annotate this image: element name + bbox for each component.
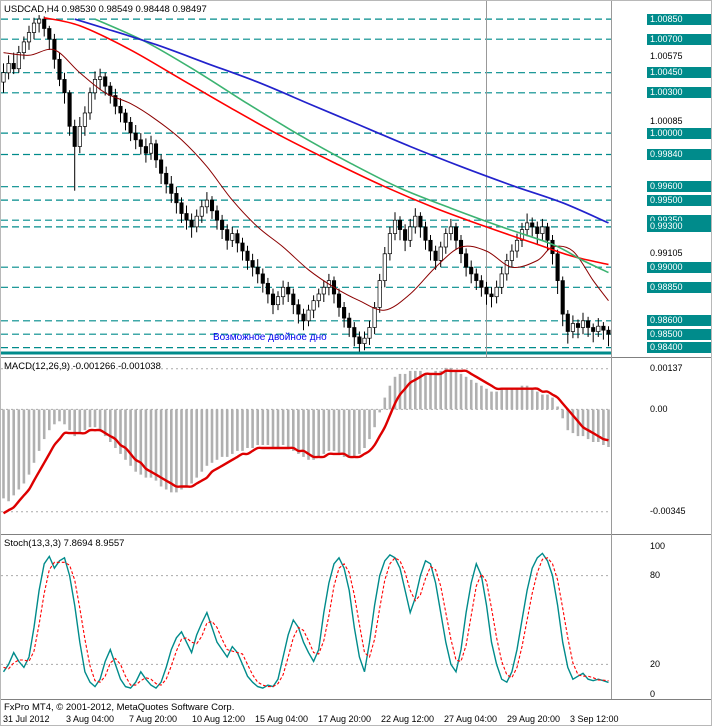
axis-tick-label: 80 [650,570,661,581]
price-level-label: 0.99500 [647,194,711,206]
time-label: 22 Aug 12:00 [381,714,435,724]
time-label: 3 Aug 04:00 [66,714,115,724]
price-level-label: 0.99000 [647,261,711,273]
time-label: 10 Aug 12:00 [192,714,246,724]
price-level-label: 0.98600 [647,315,711,327]
axis-tick-label: 0.00137 [650,363,683,374]
price-level-label: 0.99840 [647,149,711,160]
ma-mid-red [44,17,609,266]
copyright-text: FxPro MT4, © 2001-2012, MetaQuotes Softw… [4,702,235,713]
price-level-label: 0.98850 [647,281,711,293]
macd-axis[interactable]: 0.00137 0.00 -0.00345 [613,358,711,534]
price-level-label: 0.98500 [647,328,711,340]
level-lines [1,18,611,349]
axis-tick-label: 0 [650,688,656,699]
price-level-label: 1.00850 [647,13,711,25]
time-label: 31 Jul 2012 [3,714,50,724]
ma-fast-darkred [3,48,609,311]
stochastic-panel[interactable]: Stoch(13,3,3) 7.8694 8.9557 100 80 20 0 [1,535,711,699]
price-level-label: 0.99600 [647,181,711,193]
time-axis[interactable]: 31 Jul 2012 3 Aug 04:00 7 Aug 20:00 10 Aug … [1,714,711,725]
time-label: 7 Aug 20:00 [129,714,178,724]
axis-tick-label: 0.99105 [650,247,683,258]
macd-signal-line [2,369,609,515]
price-level-label: 1.00450 [647,67,711,79]
time-label: 17 Aug 20:00 [318,714,372,724]
price-axis[interactable]: 1.005751.000850.995950.991051.008501.007… [613,1,711,357]
stochastic-axis[interactable]: 100 80 20 0 [613,535,711,699]
macd-panel[interactable]: MACD(12,26,9) -0.001266 -0.001038 0.0013… [1,358,711,534]
chart-footer: FxPro MT4, © 2001-2012, MetaQuotes Softw… [1,699,711,725]
price-level-label: 1.00700 [647,33,711,45]
stoch-k-line [2,552,609,690]
axis-tick-label: 100 [650,540,666,551]
panel-separator[interactable] [1,357,711,358]
time-label: 15 Aug 04:00 [255,714,309,724]
time-label: 27 Aug 04:00 [444,714,498,724]
price-panel[interactable]: USDCAD,H4 0.98530 0.98549 0.98448 0.9849… [1,1,711,357]
price-level-label: 0.98400 [647,342,711,354]
double-bottom-annotation: Возможное двойное дно [213,332,327,343]
axis-tick-label: 1.00085 [650,116,683,127]
ma-slow-green [94,18,609,274]
candles-layer [1,15,611,352]
price-level-label: 0.99300 [647,221,711,233]
price-chart-canvas[interactable] [1,1,611,357]
axis-tick-label: -0.00345 [650,506,686,517]
ma-slowest-blue [74,18,609,224]
stoch-d-line [3,557,609,688]
axis-border-line [611,1,612,699]
macd-label: MACD(12,26,9) -0.001266 -0.001038 [4,361,161,372]
axis-tick-label: 20 [650,658,661,669]
axis-tick-label: 0.00 [650,403,668,414]
stochastic-label: Stoch(13,3,3) 7.8694 8.9557 [4,538,125,549]
macd-histogram [2,367,610,502]
macd-chart-canvas[interactable] [1,358,611,534]
panel-separator[interactable] [1,534,711,535]
axis-tick-label: 1.00575 [650,50,683,61]
stochastic-chart-canvas[interactable] [1,535,611,699]
price-level-label: 0.99350 [647,214,711,226]
chart-title: USDCAD,H4 0.98530 0.98549 0.98448 0.9849… [4,4,207,15]
price-level-label: 1.00300 [647,87,711,99]
time-label: 29 Aug 20:00 [507,714,561,724]
time-label: 3 Sep 12:00 [570,714,619,724]
price-level-label: 1.00000 [647,127,711,139]
